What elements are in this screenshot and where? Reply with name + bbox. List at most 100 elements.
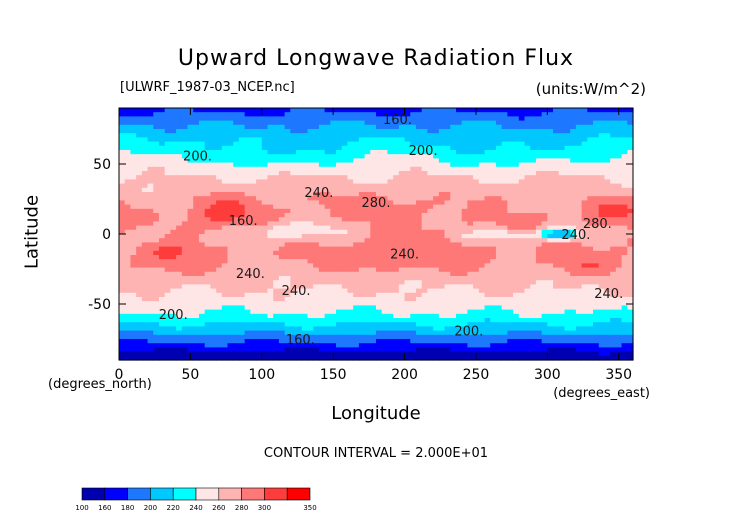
heatmap-cell — [358, 250, 366, 256]
heatmap-cell — [518, 309, 526, 315]
heatmap-cell — [455, 322, 463, 327]
heatmap-cell — [347, 288, 354, 294]
heatmap-cell — [124, 221, 132, 227]
heatmap-cell — [507, 217, 514, 222]
heatmap-cell — [136, 322, 143, 327]
heatmap-cell — [136, 175, 143, 180]
heatmap-cell — [593, 276, 600, 281]
heatmap-cell — [518, 154, 526, 159]
heatmap-cell — [307, 339, 314, 344]
heatmap-cell — [604, 305, 611, 311]
heatmap-cell — [490, 267, 497, 273]
heatmap-cell — [198, 208, 206, 214]
heatmap-cell — [181, 137, 189, 143]
heatmap-cell — [421, 166, 428, 172]
heatmap-cell — [427, 271, 434, 277]
heatmap-cell — [490, 120, 497, 126]
heatmap-cell — [187, 171, 194, 176]
heatmap-cell — [313, 213, 320, 218]
heatmap-cell — [318, 318, 326, 323]
heatmap-cell — [176, 221, 183, 227]
heatmap-cell — [570, 271, 577, 277]
heatmap-cell — [587, 213, 594, 218]
heatmap-cell — [353, 301, 360, 306]
heatmap-cell — [198, 238, 206, 243]
heatmap-cell — [261, 171, 269, 176]
heatmap-cell — [570, 196, 577, 201]
heatmap-cell — [347, 166, 354, 172]
heatmap-cell — [250, 179, 257, 185]
heatmap-cell — [193, 259, 200, 264]
heatmap-cell — [610, 267, 617, 273]
heatmap-cell — [238, 255, 246, 260]
heatmap-cell — [410, 187, 417, 193]
heatmap-cell — [495, 129, 503, 134]
heatmap-cell — [570, 145, 577, 151]
heatmap-cell — [290, 267, 297, 273]
heatmap-cell — [558, 108, 566, 113]
heatmap-cell — [250, 263, 257, 269]
heatmap-cell — [164, 112, 171, 117]
heatmap-cell — [593, 234, 600, 239]
heatmap-cell — [376, 326, 383, 332]
heatmap-cell — [170, 171, 177, 176]
heatmap-cell — [261, 326, 269, 332]
heatmap-cell — [347, 145, 354, 151]
heatmap-cell — [438, 175, 446, 180]
heatmap-cell — [393, 263, 400, 269]
heatmap-cell — [227, 213, 234, 218]
heatmap-cell — [158, 187, 166, 193]
heatmap-cell — [621, 322, 628, 327]
heatmap-cell — [415, 183, 423, 189]
heatmap-cell — [535, 250, 543, 256]
heatmap-cell — [627, 225, 634, 231]
heatmap-cell — [587, 334, 594, 340]
heatmap-cell — [547, 175, 554, 180]
heatmap-cell — [478, 271, 486, 277]
heatmap-cell — [358, 288, 366, 294]
heatmap-cell — [490, 129, 497, 134]
heatmap-cell — [176, 280, 183, 285]
heatmap-cell — [261, 305, 269, 311]
heatmap-cell — [353, 208, 360, 214]
heatmap-cell — [404, 221, 411, 227]
heatmap-cell — [261, 141, 269, 147]
heatmap-cell — [387, 229, 394, 235]
heatmap-cell — [513, 150, 520, 155]
heatmap-cell — [267, 162, 274, 168]
heatmap-cell — [490, 112, 497, 117]
heatmap-cell — [524, 192, 531, 197]
heatmap-cell — [415, 292, 423, 298]
heatmap-cell — [478, 276, 486, 281]
heatmap-cell — [518, 120, 526, 126]
heatmap-cell — [341, 250, 349, 256]
heatmap-cell — [261, 288, 269, 294]
heatmap-cell — [164, 297, 171, 302]
heatmap-cell — [307, 313, 314, 319]
heatmap-cell — [216, 162, 223, 168]
heatmap-cell — [147, 171, 154, 176]
heatmap-cell — [164, 175, 171, 180]
heatmap-cell — [341, 213, 349, 218]
heatmap-cell — [147, 280, 154, 285]
heatmap-cell — [364, 217, 371, 222]
heatmap-cell — [507, 154, 514, 159]
heatmap-cell — [495, 238, 503, 243]
heatmap-cell — [124, 120, 132, 126]
heatmap-cell — [181, 192, 189, 197]
heatmap-cell — [336, 221, 343, 227]
heatmap-cell — [421, 259, 428, 264]
heatmap-cell — [621, 179, 628, 185]
heatmap-cell — [250, 326, 257, 332]
heatmap-cell — [593, 112, 600, 117]
heatmap-cell — [575, 221, 583, 227]
heatmap-cell — [198, 154, 206, 159]
heatmap-cell — [307, 154, 314, 159]
heatmap-cell — [553, 267, 560, 273]
heatmap-cell — [233, 179, 240, 185]
heatmap-cell — [187, 318, 194, 323]
heatmap-cell — [364, 208, 371, 214]
heatmap-cell — [273, 137, 280, 143]
heatmap-cell — [341, 112, 349, 117]
heatmap-cell — [136, 263, 143, 269]
